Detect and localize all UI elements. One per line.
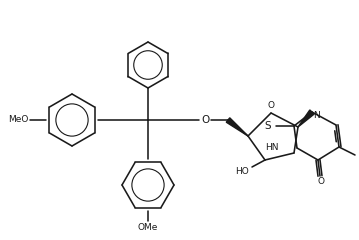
- Text: N: N: [314, 110, 320, 120]
- Text: O: O: [317, 178, 325, 186]
- Text: O: O: [267, 101, 275, 109]
- Text: HN: HN: [266, 144, 279, 152]
- Text: OMe: OMe: [138, 222, 158, 232]
- Text: MeO: MeO: [8, 115, 28, 125]
- Text: HO: HO: [235, 168, 249, 176]
- Text: O: O: [201, 115, 209, 125]
- Text: S: S: [264, 121, 271, 131]
- Polygon shape: [298, 110, 314, 127]
- Polygon shape: [226, 118, 248, 136]
